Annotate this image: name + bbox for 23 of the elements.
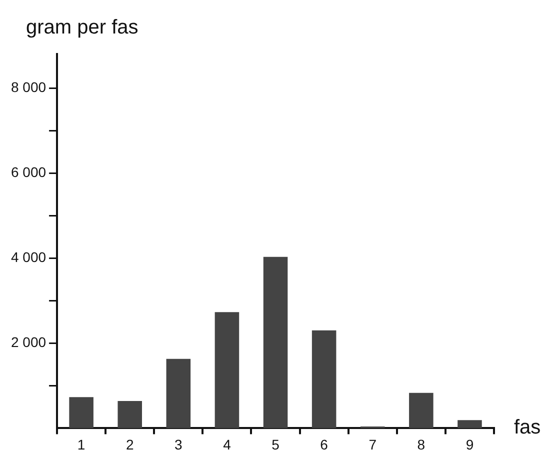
x-tick-label: 8 (417, 436, 426, 452)
bar (118, 400, 142, 428)
x-tick-label: 3 (174, 436, 183, 452)
x-axis-title: fas (514, 416, 541, 439)
x-tick-label: 1 (77, 436, 86, 452)
y-tick-label: 4 000 (10, 248, 46, 265)
bar (312, 330, 336, 428)
bar (214, 312, 240, 428)
y-tick-label: 8 000 (10, 78, 46, 95)
bar (458, 420, 482, 428)
y-axis-title: gram per fas (26, 16, 138, 39)
x-tick-label: 7 (368, 436, 377, 452)
x-tick-label: 6 (320, 436, 328, 452)
y-tick-label: 6 000 (10, 164, 46, 180)
x-tick-label: 2 (126, 436, 134, 452)
x-tick-label: 5 (272, 436, 280, 452)
x-tick-label: 9 (466, 436, 474, 452)
bar (263, 256, 288, 428)
x-tick-label: 4 (223, 436, 232, 452)
y-tick-label: 2 000 (10, 334, 46, 350)
bar (69, 397, 94, 428)
bar (166, 358, 191, 428)
bar (409, 392, 434, 428)
